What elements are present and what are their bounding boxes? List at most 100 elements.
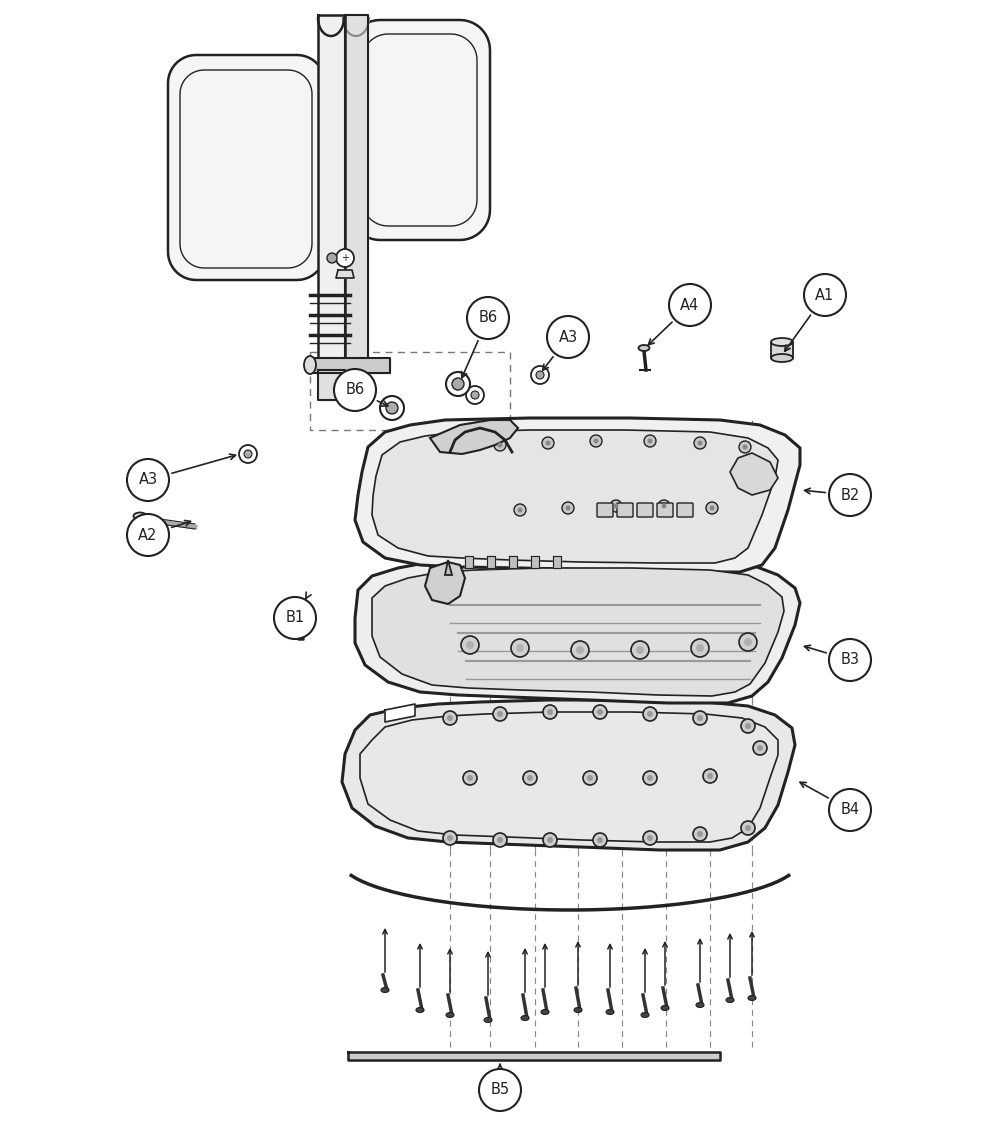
Circle shape	[516, 644, 524, 651]
Circle shape	[127, 514, 169, 556]
Circle shape	[493, 707, 507, 721]
Text: +: +	[341, 253, 349, 263]
Circle shape	[643, 707, 657, 721]
Circle shape	[463, 770, 477, 785]
Polygon shape	[487, 556, 495, 568]
Circle shape	[443, 830, 457, 845]
Circle shape	[536, 370, 544, 380]
Polygon shape	[336, 270, 354, 278]
Circle shape	[566, 505, 570, 511]
Circle shape	[546, 441, 550, 445]
Circle shape	[643, 770, 657, 785]
Circle shape	[691, 639, 709, 657]
Circle shape	[694, 437, 706, 449]
Circle shape	[494, 438, 506, 451]
Circle shape	[518, 508, 522, 512]
Circle shape	[829, 474, 871, 516]
Polygon shape	[509, 556, 517, 568]
Circle shape	[610, 500, 622, 512]
Circle shape	[587, 775, 593, 781]
Circle shape	[380, 397, 404, 420]
FancyBboxPatch shape	[677, 503, 693, 517]
Circle shape	[443, 712, 457, 725]
Polygon shape	[350, 20, 490, 240]
Ellipse shape	[446, 1013, 454, 1017]
Circle shape	[696, 644, 704, 651]
FancyBboxPatch shape	[617, 503, 633, 517]
Polygon shape	[355, 557, 800, 702]
Polygon shape	[297, 605, 304, 640]
Polygon shape	[730, 453, 778, 495]
Circle shape	[698, 441, 702, 445]
Circle shape	[446, 372, 470, 397]
Circle shape	[471, 391, 479, 399]
FancyBboxPatch shape	[597, 503, 613, 517]
Circle shape	[466, 386, 484, 404]
Circle shape	[636, 646, 644, 654]
Circle shape	[658, 500, 670, 512]
Circle shape	[334, 369, 376, 411]
Polygon shape	[345, 15, 368, 395]
Text: A3: A3	[558, 330, 578, 344]
Ellipse shape	[606, 1010, 614, 1014]
Ellipse shape	[381, 988, 389, 993]
Circle shape	[590, 435, 602, 448]
Circle shape	[647, 775, 653, 781]
Circle shape	[597, 837, 603, 843]
Text: B2: B2	[840, 487, 860, 503]
Circle shape	[742, 444, 748, 450]
Circle shape	[753, 741, 767, 755]
Circle shape	[127, 459, 169, 501]
Circle shape	[547, 709, 553, 715]
Circle shape	[466, 641, 474, 649]
Circle shape	[274, 597, 316, 639]
Circle shape	[643, 830, 657, 845]
Circle shape	[693, 827, 707, 841]
Text: A4: A4	[680, 298, 700, 313]
Polygon shape	[342, 700, 795, 850]
Circle shape	[741, 821, 755, 835]
Circle shape	[745, 825, 751, 830]
Polygon shape	[553, 556, 561, 568]
Circle shape	[741, 719, 755, 733]
Polygon shape	[318, 15, 345, 395]
Circle shape	[739, 441, 751, 453]
Ellipse shape	[541, 1010, 549, 1014]
Circle shape	[739, 633, 757, 651]
Ellipse shape	[748, 996, 756, 1000]
Polygon shape	[318, 370, 345, 400]
Circle shape	[514, 504, 526, 516]
Polygon shape	[310, 358, 390, 373]
Circle shape	[239, 445, 257, 463]
Text: B4: B4	[840, 802, 860, 818]
Circle shape	[386, 402, 398, 414]
Ellipse shape	[304, 356, 316, 374]
Polygon shape	[372, 568, 784, 696]
Polygon shape	[465, 556, 473, 568]
Ellipse shape	[416, 1007, 424, 1013]
Circle shape	[707, 773, 713, 780]
Circle shape	[452, 378, 464, 390]
Text: A2: A2	[138, 528, 158, 543]
Ellipse shape	[696, 1003, 704, 1007]
Circle shape	[497, 712, 503, 717]
Circle shape	[447, 715, 453, 721]
Circle shape	[479, 1070, 521, 1111]
Circle shape	[593, 833, 607, 847]
Circle shape	[542, 437, 554, 449]
Polygon shape	[348, 1053, 720, 1060]
Polygon shape	[425, 562, 465, 604]
Ellipse shape	[295, 599, 305, 605]
Polygon shape	[372, 431, 778, 563]
Ellipse shape	[134, 512, 146, 520]
Polygon shape	[531, 556, 539, 568]
Circle shape	[647, 835, 653, 841]
Circle shape	[697, 715, 703, 721]
Circle shape	[745, 723, 751, 729]
Circle shape	[493, 833, 507, 847]
Circle shape	[571, 641, 589, 659]
Text: A1: A1	[815, 288, 835, 303]
Circle shape	[829, 639, 871, 681]
Circle shape	[703, 769, 717, 783]
Text: B5: B5	[490, 1082, 510, 1098]
